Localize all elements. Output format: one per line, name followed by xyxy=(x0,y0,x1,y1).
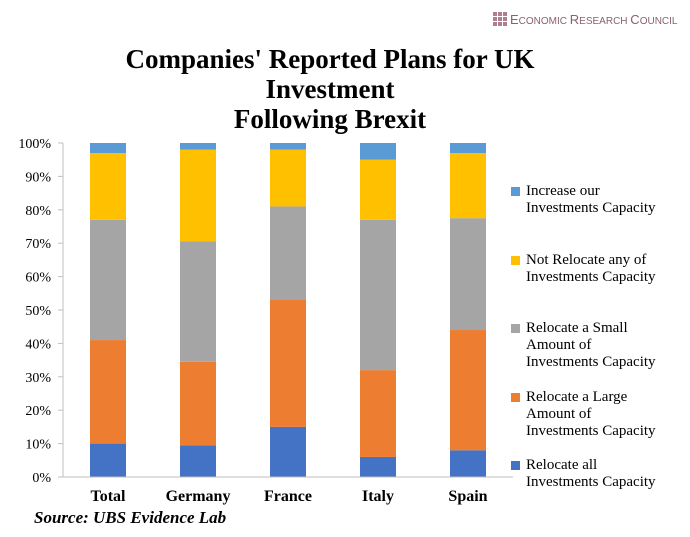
y-tick-label: 90% xyxy=(25,170,51,185)
x-category-label: Italy xyxy=(362,488,394,505)
y-tick-label: 40% xyxy=(25,337,51,352)
bar-segment xyxy=(90,143,126,154)
source-note: Source: UBS Evidence Lab xyxy=(34,508,227,527)
bar-segment xyxy=(90,219,126,341)
legend-swatch xyxy=(511,256,520,265)
chart-title-line: Following Brexit xyxy=(233,104,427,134)
bar-segment xyxy=(90,443,126,477)
x-category-label: France xyxy=(264,488,312,505)
bar-segment xyxy=(90,340,126,444)
legend-label: Relocate a Large Amount of Investments Cap… xyxy=(526,389,656,439)
bar-segment xyxy=(360,159,396,220)
y-tick-label: 50% xyxy=(25,304,51,319)
chart-title: Companies' Reported Plans for UK Investme… xyxy=(60,44,600,134)
legend-label: Relocate all Investments Capacity xyxy=(526,457,656,490)
bar-segment xyxy=(360,219,396,371)
bar-segment xyxy=(180,241,216,362)
y-tick-label: 100% xyxy=(18,137,51,152)
y-tick-label: 70% xyxy=(25,237,51,252)
bar-segment xyxy=(360,456,396,477)
bar-segment xyxy=(270,149,306,207)
bar-segment xyxy=(180,445,216,477)
brand-logo: ECONOMIC RESEARCH COUNCIL xyxy=(493,7,677,31)
bar-segment xyxy=(360,370,396,457)
legend-swatch xyxy=(511,324,520,333)
chart-title-line: Investment xyxy=(265,74,395,104)
y-tick-label: 30% xyxy=(25,371,51,386)
bar-segment xyxy=(180,143,216,150)
x-category-label: Germany xyxy=(166,488,231,505)
bar-segment xyxy=(450,218,486,331)
legend-label: Increase our Investments Capacity xyxy=(526,183,656,216)
bar-segment xyxy=(270,206,306,300)
y-tick-label: 0% xyxy=(32,471,51,486)
bar-segment xyxy=(450,330,486,451)
bar-segment xyxy=(270,143,306,150)
bar-segment xyxy=(270,299,306,427)
y-tick-label: 20% xyxy=(25,404,51,419)
bar-segment xyxy=(450,450,486,477)
y-tick-label: 80% xyxy=(25,204,51,219)
brand-name: ECONOMIC RESEARCH COUNCIL xyxy=(510,11,678,27)
legend-label: Not Relocate any of Investments Capacity xyxy=(526,252,656,285)
y-tick-label: 10% xyxy=(25,438,51,453)
legend-swatch xyxy=(511,393,520,402)
x-category-label: Total xyxy=(91,488,127,505)
bar-segment xyxy=(360,143,396,160)
legend-label: Relocate a Small Amount of Investments Cap… xyxy=(526,320,656,370)
legend-swatch xyxy=(511,461,520,470)
chart-title-line: Companies' Reported Plans for UK xyxy=(125,44,535,74)
x-category-label: Spain xyxy=(448,488,487,505)
bar-segment xyxy=(180,361,216,446)
logo-grid-icon xyxy=(493,12,507,26)
y-tick-label: 60% xyxy=(25,271,51,286)
bar-segment xyxy=(90,153,126,220)
bar-segment xyxy=(450,153,486,219)
legend-swatch xyxy=(511,187,520,196)
bar-segment xyxy=(270,426,306,477)
bar-segment xyxy=(180,149,216,242)
bar-segment xyxy=(450,143,486,154)
